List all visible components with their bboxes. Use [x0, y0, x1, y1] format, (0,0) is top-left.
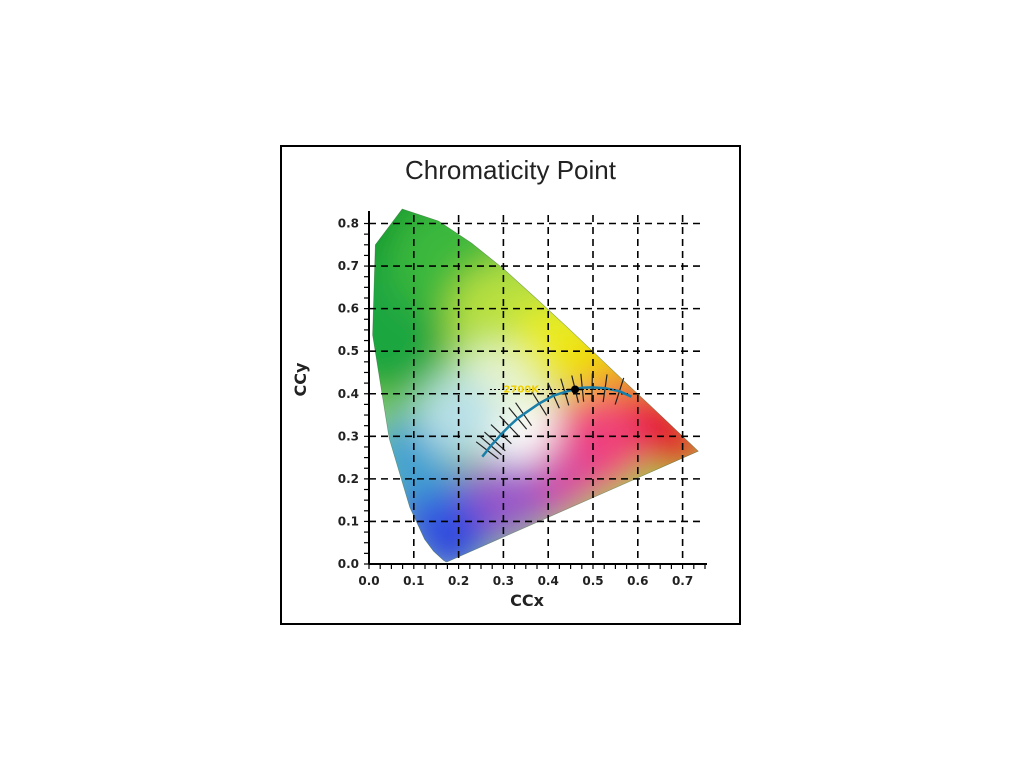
cct-value-label: 2700K [503, 385, 540, 396]
color-gamut [372, 208, 699, 563]
planckian-locus-line [481, 386, 633, 458]
chromaticity-chart: 0.0 0.1 0.2 0.3 0.4 0.5 0.6 0.7 0.0 0.1 0.2 0.3 0.4 0… [291, 208, 707, 610]
chart-title: Chromaticity Point [405, 155, 616, 185]
x-tick-label: 0.6 [627, 574, 648, 588]
y-tick-label: 0.0 [338, 557, 359, 571]
x-tick-label: 0.1 [403, 574, 424, 588]
x-tick-label: 0.2 [448, 574, 469, 588]
y-tick-label: 0.7 [338, 259, 359, 273]
y-tick-label: 0.6 [338, 302, 359, 316]
y-tick-label: 0.4 [338, 387, 359, 401]
y-tick-label: 0.3 [338, 429, 359, 443]
x-tick-label: 0.0 [358, 574, 379, 588]
measured-point-layer [489, 385, 616, 394]
gamut-color-spot [418, 375, 499, 456]
y-tick-label: 0.1 [338, 514, 359, 528]
gamut-fill [372, 209, 699, 562]
chart-panel: Chromaticity Point 0.0 0.1 0.2 0.3 0.4 0.5 0.6… [280, 145, 741, 625]
x-tick-label: 0.5 [582, 574, 603, 588]
grid [369, 215, 705, 564]
y-tick-label: 0.8 [338, 217, 359, 231]
x-tick-label: 0.7 [672, 574, 693, 588]
y-axis-label: CCy [291, 362, 310, 396]
planckian-locus [481, 386, 633, 458]
x-tick-label: 0.3 [493, 574, 514, 588]
gamut-blobs [372, 209, 699, 562]
y-tick-label: 0.2 [338, 472, 359, 486]
x-tick-label: 0.4 [538, 574, 559, 588]
x-axis-label: CCx [510, 591, 544, 610]
y-tick-label: 0.5 [338, 344, 359, 358]
spectral-locus-outline [372, 208, 699, 563]
axes: 0.0 0.1 0.2 0.3 0.4 0.5 0.6 0.7 0.0 0.1 0.2 0.3 0.4 0… [338, 211, 707, 588]
